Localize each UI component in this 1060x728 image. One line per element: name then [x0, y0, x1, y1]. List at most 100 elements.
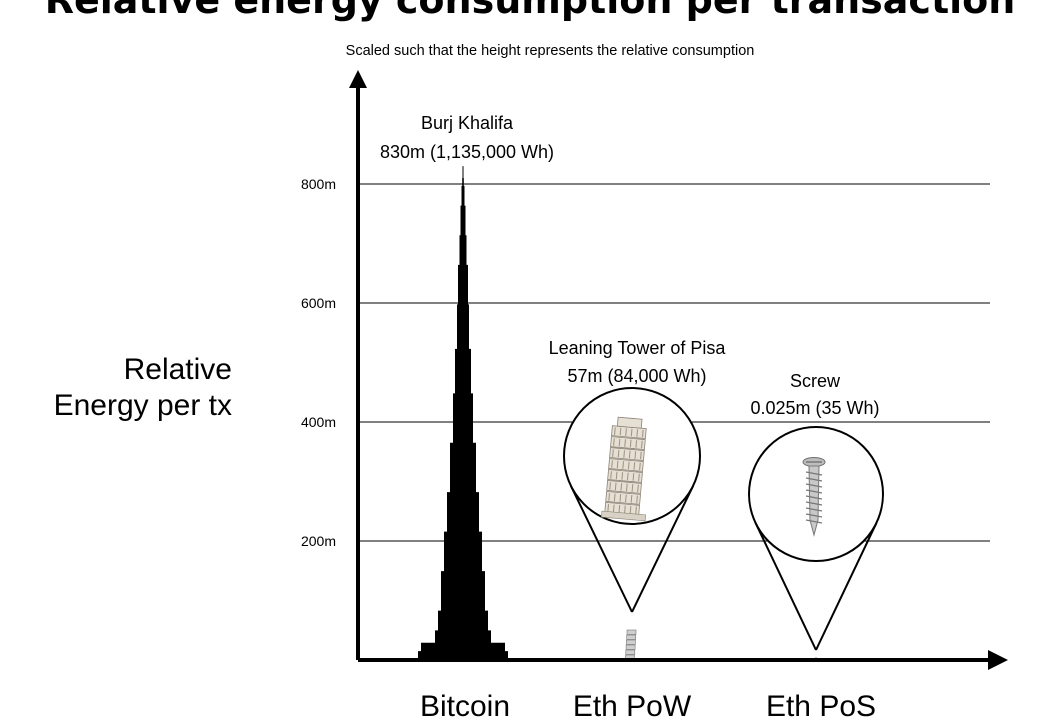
y-tick-label: 800m: [301, 176, 336, 192]
bar-bitcoin-burj-khalifa-icon: [418, 166, 508, 660]
pisa-column: [614, 427, 616, 435]
annotation-name: Screw: [790, 371, 841, 391]
pisa-column: [633, 462, 636, 470]
pisa-tower-tier: [626, 629, 637, 635]
pisa-column: [634, 451, 637, 459]
pisa-column: [616, 460, 619, 469]
callout-line-left: [754, 522, 817, 651]
screw-thread: [805, 495, 823, 500]
x-axis-arrow: [988, 650, 1008, 670]
pisa-column: [625, 494, 627, 503]
pisa-column: [641, 440, 643, 449]
x-category-label: Eth PoW: [573, 690, 692, 723]
pisa-column: [638, 473, 640, 482]
pisa-column: [612, 449, 614, 457]
pisa-column: [611, 460, 613, 468]
pisa-base: [601, 510, 647, 522]
y-tick-labels: 200m 400m 600m 800m: [301, 176, 336, 549]
pisa-tower-tier: [625, 649, 636, 655]
pisa-column: [620, 483, 623, 491]
pisa-column: [640, 451, 642, 460]
y-axis-label-line-2: Energy per tx: [53, 389, 232, 422]
pisa-column: [637, 484, 639, 493]
pisa-column: [636, 495, 638, 504]
annotation-value: 0.025m (35 Wh): [750, 398, 879, 418]
screw-shank: [808, 465, 820, 537]
annotations: Burj Khalifa 830m (1,135,000 Wh) Leaning T…: [380, 113, 880, 418]
y-axis-arrow: [349, 70, 367, 88]
annotation-name: Burj Khalifa: [421, 113, 514, 133]
pisa-column: [613, 493, 616, 502]
callout-line-right: [815, 522, 878, 651]
pisa-column: [622, 461, 625, 469]
x-category-labels: Bitcoin Eth PoW Eth PoS: [420, 690, 876, 723]
pisa-column: [639, 462, 641, 471]
pisa-column: [617, 449, 620, 458]
pisa-column: [629, 439, 632, 448]
callouts: [563, 387, 884, 651]
pisa-column: [636, 429, 639, 437]
pisa-column: [607, 504, 610, 512]
callout-screw: [748, 426, 884, 651]
pisa-column: [612, 504, 615, 513]
pisa-column: [624, 505, 626, 514]
y-axis-label: Relative Energy per tx: [14, 352, 232, 424]
pisa-column: [614, 482, 617, 491]
y-tick-label: 600m: [301, 295, 336, 311]
pisa-column: [632, 473, 635, 481]
pisa-column: [610, 471, 612, 479]
pisa-column: [619, 494, 622, 502]
pisa-column: [608, 493, 610, 501]
pisa-column: [630, 428, 633, 437]
chart-subtitle: Scaled such that the height represents t…: [345, 43, 755, 59]
pisa-belfry: [616, 416, 643, 429]
chart-title: Relative energy consumption per transact…: [44, 0, 1016, 22]
pisa-column: [625, 428, 627, 436]
pisa-column: [613, 438, 615, 446]
callout-line-right: [631, 485, 695, 613]
pisa-column: [619, 427, 622, 436]
screw-thread: [805, 489, 823, 494]
pisa-column: [630, 495, 633, 503]
screw-thread: [805, 507, 823, 512]
screw-thread: [805, 501, 823, 506]
pisa-column: [609, 482, 611, 490]
pisa-tower-tier: [626, 634, 637, 640]
x-category-label: Bitcoin: [420, 690, 510, 723]
pisa-column: [626, 483, 628, 492]
pisa-column: [618, 505, 621, 513]
screw-thread: [805, 519, 823, 524]
pisa-column: [641, 429, 644, 438]
annotation-value: 57m (84,000 Wh): [567, 366, 706, 386]
y-tick-label: 200m: [301, 533, 336, 549]
y-axis-label-line-1: Relative: [123, 353, 232, 386]
screw-icon: [802, 457, 826, 537]
pisa-column: [621, 472, 624, 480]
pisa-column: [627, 461, 630, 470]
pisa-column: [623, 450, 625, 458]
x-category-label: Eth PoS: [766, 690, 876, 723]
screw-thread: [805, 471, 823, 476]
pisa-tower-tier: [626, 639, 636, 645]
pisa-tower-icon: [601, 416, 647, 522]
callout-line-left: [569, 485, 633, 613]
pisa-column: [629, 506, 632, 514]
annotation-value: 830m (1,135,000 Wh): [380, 142, 554, 162]
pisa-tower-tier: [625, 644, 636, 650]
pisa-column: [631, 484, 634, 492]
pisa-column: [624, 439, 626, 447]
pisa-column: [615, 471, 618, 480]
pisa-column: [628, 450, 631, 459]
screw-thread: [805, 483, 823, 488]
pisa-column: [618, 438, 621, 447]
screw-thread: [805, 477, 823, 482]
bar-eth-pow-pisa-tower-icon: [625, 629, 637, 660]
callout-pisa: [563, 387, 701, 613]
pisa-column: [635, 506, 637, 515]
annotation-name: Leaning Tower of Pisa: [549, 338, 727, 358]
y-tick-label: 400m: [301, 414, 336, 430]
pisa-column: [626, 472, 629, 481]
screw-thread: [805, 513, 823, 518]
pisa-column: [635, 440, 638, 448]
